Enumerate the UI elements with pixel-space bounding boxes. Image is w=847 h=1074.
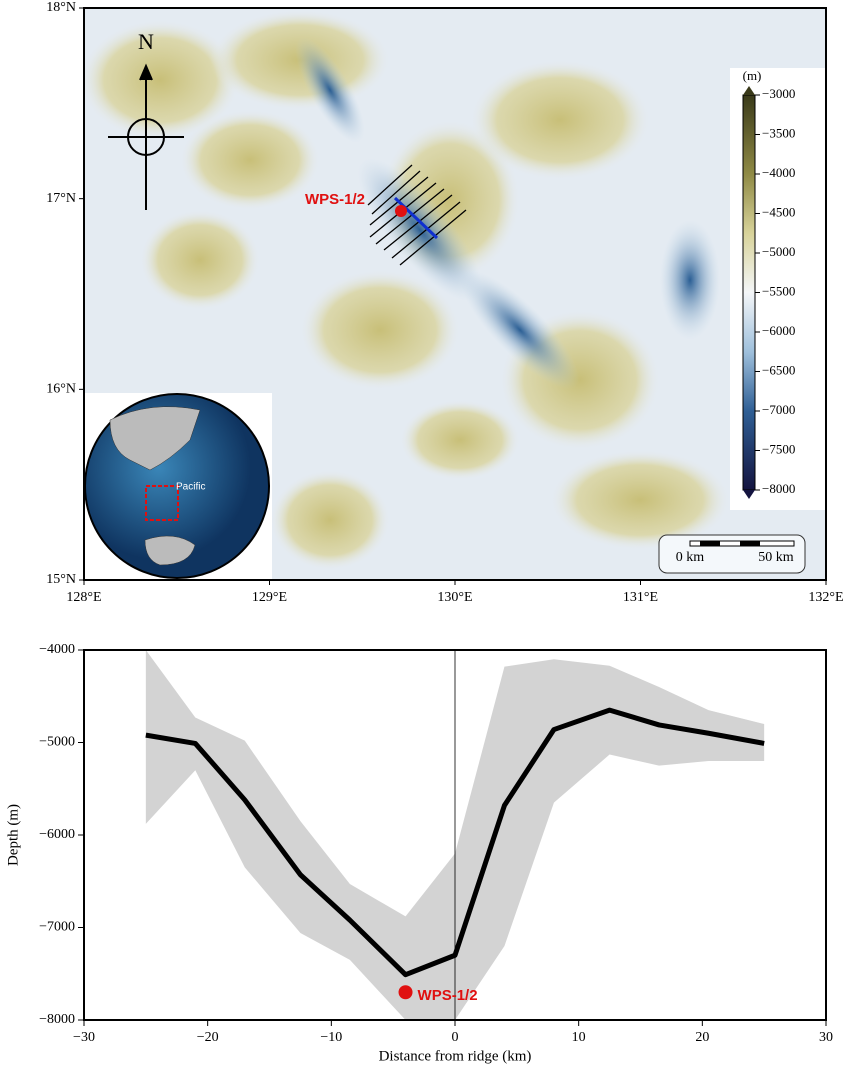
lon-tick-label: 128°E [66,590,101,605]
lon-tick-label: 132°E [808,590,843,605]
inset-label: Pacific [176,482,205,493]
x-tick-label: −30 [73,1030,95,1045]
lat-tick-label: 17°N [46,191,76,206]
colorbar-tick-label: −7500 [762,441,795,456]
scale-start: 0 km [676,550,705,565]
site-point-label: WPS-1/2 [418,987,478,1004]
lon-tick-label: 131°E [623,590,658,605]
colorbar-tick-label: −4500 [762,204,795,219]
x-axis-label: Distance from ridge (km) [379,1048,532,1064]
y-tick-label: −8000 [39,1012,75,1027]
site-label: WPS-1/2 [305,191,365,208]
relief [84,10,730,570]
colorbar-tick-label: −6000 [762,323,795,338]
lat-tick-label: 15°N [46,572,76,587]
colorbar-tick-label: −5500 [762,283,795,298]
inset: Pacific [84,393,272,580]
scale-bar: 0 km 50 km [658,534,806,574]
north-label: N [138,29,154,54]
profile-chart: WPS-1/2 −30 −20 −10 0 10 20 30 −4000 −5000 −6000 −7… [5,642,833,1064]
lon-tick-label: 130°E [437,590,472,605]
colorbar-tick-label: −7000 [762,402,795,417]
colorbar-tick-label: −3500 [762,125,795,140]
x-tick-label: 10 [572,1030,586,1045]
y-tick-label: −6000 [39,827,75,842]
north-arrow [108,63,184,210]
colorbar-tick-label: −4000 [762,165,795,180]
scale-end: 50 km [758,550,794,565]
x-tick-label: 20 [695,1030,709,1045]
colorbar-tick-label: −6500 [762,362,795,377]
x-tick-label: −20 [197,1030,219,1045]
lon-tick-label: 129°E [252,590,287,605]
colorbar-tick-label: −3000 [762,86,795,101]
colorbar-tick-label: −5000 [762,244,795,259]
x-tick-label: 0 [452,1030,459,1045]
y-axis-label: Depth (m) [5,804,21,866]
mean-profile [145,707,765,978]
depth-range [145,650,765,1020]
x-tick-label: −10 [320,1030,342,1045]
y-tick-label: −7000 [39,920,75,935]
site-marker [395,205,407,217]
colorbar: (m) −3000 −3500 −4000 −4500 −5000 −5500 −6000 −… [730,68,826,510]
colorbar-tick-label: −8000 [762,481,795,496]
y-tick-label: −4000 [39,642,75,657]
site-point [398,985,413,1000]
map: N WPS-1/2 Pacific 0 km 50 km [84,8,826,580]
y-tick-label: −5000 [39,735,75,750]
x-tick-label: 30 [819,1030,833,1045]
lat-tick-label: 16°N [46,382,76,397]
lat-tick-label: 18°N [46,0,76,15]
colorbar-unit: (m) [743,68,762,83]
